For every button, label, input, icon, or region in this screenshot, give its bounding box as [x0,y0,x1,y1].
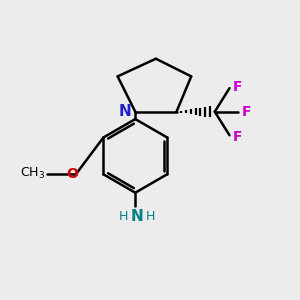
Text: H: H [118,210,128,224]
Text: H: H [146,210,155,224]
Text: O: O [66,167,78,181]
Text: CH$_3$: CH$_3$ [20,166,46,181]
Text: F: F [241,105,251,119]
Text: N: N [130,209,143,224]
Text: F: F [232,130,242,144]
Text: F: F [232,80,242,94]
Text: N: N [118,103,131,118]
